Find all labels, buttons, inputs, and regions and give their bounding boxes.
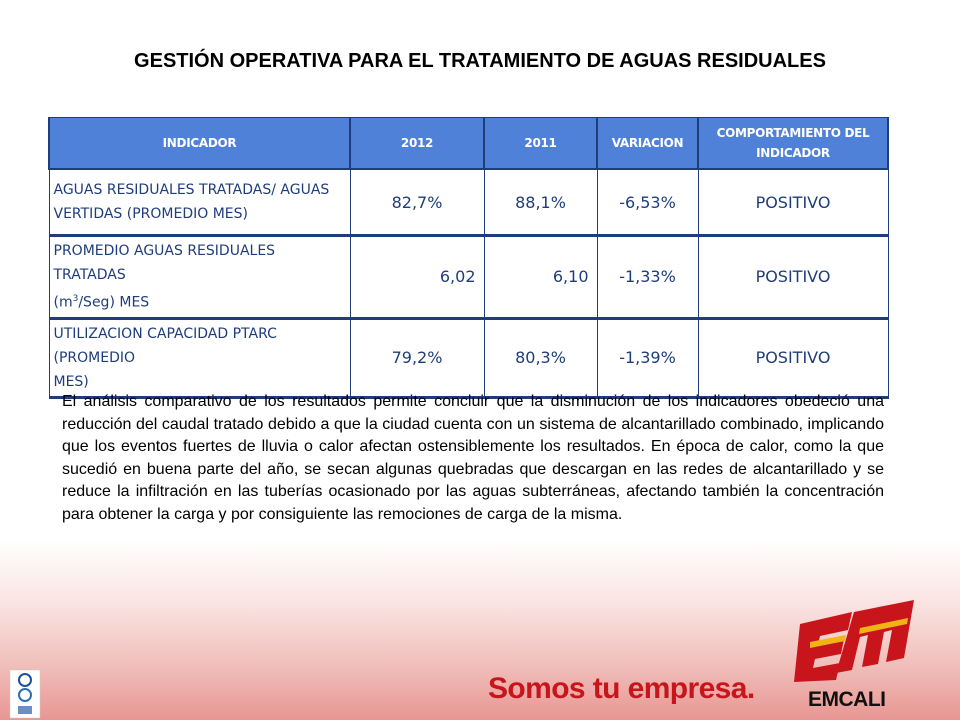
cell-2012: 82,7% [349,169,485,237]
table-header-row: INDICADOR 2012 2011 VARIACION COMPORTAMI… [48,117,889,170]
indicador-line2: MES) [53,373,89,390]
header-indicador: INDICADOR [48,117,351,170]
cell-indicador: UTILIZACION CAPACIDAD PTARC (PROMEDIO ME… [48,318,351,399]
slogan-text: Somos tu empresa. [488,672,755,705]
cell-2012: 79,2% [349,318,485,399]
slide-title: GESTIÓN OPERATIVA PARA EL TRATAMIENTO DE… [134,50,826,72]
analysis-paragraph: El análisis comparativo de los resultado… [62,393,884,523]
header-comportamiento-line1: COMPORTAMIENTO DEL [716,126,870,140]
header-comportamiento-line2: INDICADOR [756,146,830,160]
header-2011: 2011 [483,117,598,170]
emcali-logo-icon [794,600,914,682]
cell-variacion: -6,53% [596,169,699,237]
table-row: PROMEDIO AGUAS RESIDUALES TRATADAS (m3/S… [48,235,889,320]
header-comportamiento: COMPORTAMIENTO DEL INDICADOR [697,117,889,170]
indicador-line1: UTILIZACION CAPACIDAD PTARC (PROMEDIO [53,325,277,366]
table-row: UTILIZACION CAPACIDAD PTARC (PROMEDIO ME… [48,318,889,399]
cell-comportamiento: POSITIVO [697,318,889,399]
emcali-logo-text: EMCALI [808,688,886,711]
cell-indicador: PROMEDIO AGUAS RESIDUALES TRATADAS (m3/S… [48,235,351,320]
cell-variacion: -1,33% [596,235,699,320]
indicador-line2: VERTIDAS (PROMEDIO MES) [53,206,249,222]
unit-suffix: /Seg) MES [78,294,150,311]
cell-2012: 6,02 [349,235,485,320]
indicators-table: INDICADOR 2012 2011 VARIACION COMPORTAMI… [48,117,889,399]
cell-2011: 88,1% [483,169,598,237]
cell-comportamiento: POSITIVO [697,235,889,320]
cell-2011: 80,3% [483,318,598,399]
cell-variacion: -1,39% [596,318,699,399]
header-variacion: VARIACION [596,117,699,170]
cell-2011: 6,10 [483,235,598,320]
indicador-line1: AGUAS RESIDUALES TRATADAS/ AGUAS [53,182,330,198]
table-row: AGUAS RESIDUALES TRATADAS/ AGUAS VERTIDA… [48,169,889,237]
unit-superscript: 3 [72,294,79,304]
indicador-line1: PROMEDIO AGUAS RESIDUALES TRATADAS [53,243,276,283]
certification-logos [9,669,41,719]
cell-indicador: AGUAS RESIDUALES TRATADAS/ AGUAS VERTIDA… [48,169,351,237]
unit-prefix: (m [53,294,73,311]
cell-comportamiento: POSITIVO [697,169,889,237]
header-2012: 2012 [349,117,485,170]
